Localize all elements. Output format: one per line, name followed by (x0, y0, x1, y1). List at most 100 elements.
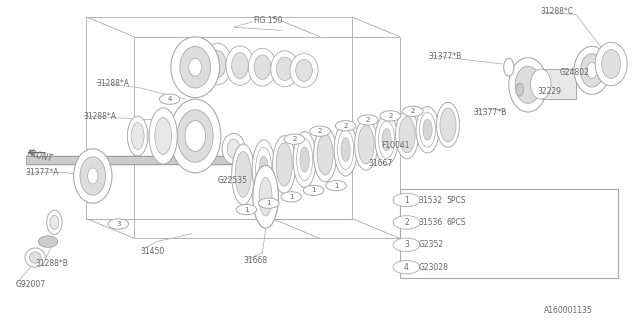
Ellipse shape (290, 53, 318, 87)
Ellipse shape (515, 66, 541, 103)
Text: F10041: F10041 (381, 141, 410, 150)
Text: 31450: 31450 (141, 247, 165, 256)
Ellipse shape (254, 55, 271, 79)
Ellipse shape (509, 58, 547, 112)
Text: 1: 1 (311, 188, 316, 193)
Text: G2352: G2352 (418, 240, 444, 249)
Ellipse shape (396, 111, 419, 159)
Text: G24802: G24802 (560, 68, 590, 76)
Ellipse shape (253, 165, 278, 228)
Ellipse shape (189, 58, 202, 76)
Ellipse shape (235, 152, 252, 197)
Text: 5PCS: 5PCS (447, 196, 466, 204)
Ellipse shape (587, 62, 597, 78)
Text: 2: 2 (366, 117, 370, 123)
Text: G23028: G23028 (418, 263, 448, 272)
Ellipse shape (378, 121, 395, 158)
Ellipse shape (358, 125, 374, 164)
Ellipse shape (47, 210, 62, 235)
Ellipse shape (74, 149, 112, 203)
Circle shape (159, 94, 180, 104)
Circle shape (393, 216, 420, 229)
Ellipse shape (232, 53, 248, 78)
Text: 31288*B: 31288*B (35, 260, 68, 268)
Ellipse shape (580, 54, 604, 87)
Text: 31532: 31532 (418, 196, 442, 204)
Ellipse shape (423, 119, 432, 140)
Text: 2: 2 (404, 218, 409, 227)
Text: 4: 4 (404, 263, 409, 272)
Text: 2: 2 (292, 136, 296, 142)
Ellipse shape (226, 46, 254, 85)
Text: 31288*A: 31288*A (96, 79, 129, 88)
Text: 31667: 31667 (368, 159, 392, 168)
Ellipse shape (273, 136, 296, 193)
Text: 31377*A: 31377*A (26, 168, 59, 177)
Text: G92007: G92007 (16, 280, 46, 289)
Text: 1: 1 (244, 207, 249, 212)
Ellipse shape (171, 37, 220, 98)
Ellipse shape (399, 117, 415, 153)
Text: 2: 2 (344, 123, 348, 129)
Bar (26, 156, 275, 164)
Circle shape (358, 115, 378, 125)
Ellipse shape (127, 116, 148, 156)
Ellipse shape (416, 107, 439, 153)
Text: G22535: G22535 (218, 176, 248, 185)
Text: 31377*B: 31377*B (474, 108, 507, 116)
Ellipse shape (296, 60, 312, 81)
Ellipse shape (314, 127, 337, 182)
Ellipse shape (355, 119, 378, 170)
Ellipse shape (170, 99, 221, 173)
Ellipse shape (337, 130, 354, 169)
Text: 32229: 32229 (538, 87, 562, 96)
Ellipse shape (255, 147, 272, 192)
Ellipse shape (276, 57, 293, 80)
Circle shape (310, 126, 330, 136)
Text: 31377*B: 31377*B (429, 52, 462, 60)
Ellipse shape (375, 115, 398, 164)
Ellipse shape (531, 69, 551, 99)
Text: 2: 2 (411, 108, 415, 114)
Text: 31536: 31536 (418, 218, 442, 227)
Text: 1: 1 (266, 200, 271, 206)
Circle shape (393, 260, 420, 274)
Ellipse shape (419, 112, 436, 147)
Circle shape (281, 192, 301, 202)
Text: 3: 3 (404, 240, 409, 249)
Ellipse shape (504, 58, 514, 76)
Ellipse shape (252, 140, 275, 199)
Ellipse shape (177, 110, 213, 162)
Ellipse shape (232, 144, 255, 205)
Text: 1: 1 (404, 196, 409, 204)
Ellipse shape (296, 139, 313, 180)
Ellipse shape (516, 83, 524, 96)
Circle shape (303, 185, 324, 196)
Ellipse shape (25, 248, 45, 267)
Ellipse shape (38, 236, 58, 247)
Circle shape (403, 106, 423, 116)
Ellipse shape (180, 46, 211, 88)
Circle shape (393, 193, 420, 207)
Circle shape (284, 134, 305, 144)
Text: 31288*A: 31288*A (83, 112, 116, 121)
Ellipse shape (574, 46, 610, 94)
Text: 4: 4 (168, 96, 172, 102)
Text: 1: 1 (333, 183, 339, 188)
Ellipse shape (155, 117, 172, 155)
Text: 2: 2 (388, 113, 392, 119)
Text: 31668: 31668 (243, 256, 268, 265)
Ellipse shape (204, 43, 232, 85)
Circle shape (236, 204, 257, 215)
Text: FIG.150: FIG.150 (253, 16, 282, 25)
Ellipse shape (595, 42, 627, 86)
Ellipse shape (382, 129, 391, 151)
Text: FRONT: FRONT (27, 149, 54, 163)
Ellipse shape (341, 138, 350, 162)
Ellipse shape (259, 178, 272, 216)
Bar (541, 69, 576, 99)
Text: A160001135: A160001135 (544, 306, 593, 315)
Ellipse shape (440, 108, 456, 141)
Ellipse shape (293, 132, 316, 188)
Circle shape (335, 121, 356, 131)
